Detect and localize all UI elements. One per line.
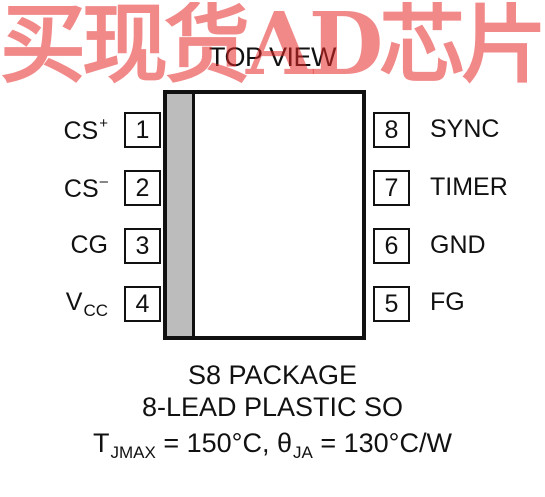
pin-label-cs-minus: CS– — [63, 173, 108, 203]
pin-box-6: 6 — [373, 228, 410, 264]
pin-box-1: 1 — [124, 112, 161, 148]
thermal-spec: TJMAX = 150°C, θJA = 130°C/W — [93, 428, 452, 462]
pin-number-5: 5 — [384, 289, 399, 318]
pin-box-3: 3 — [124, 228, 161, 264]
pin-label-timer: TIMER — [430, 173, 508, 201]
pin-label-gnd: GND — [430, 231, 486, 259]
pin-box-5: 5 — [373, 286, 410, 322]
pin-label-sync: SYNC — [430, 115, 500, 143]
pin1-indicator-stripe — [167, 94, 195, 336]
ic-package-body — [163, 90, 366, 340]
pin-number-4: 4 — [135, 289, 150, 318]
pin-label-vcc: VCC — [65, 288, 108, 320]
pin-number-8: 8 — [384, 115, 399, 144]
diagram-title: TOP VIEW — [208, 42, 337, 72]
pin-label-fg: FG — [430, 288, 465, 316]
pin-box-2: 2 — [124, 170, 161, 206]
pin-number-1: 1 — [135, 115, 150, 144]
pin-number-7: 7 — [384, 173, 399, 202]
pin-number-6: 6 — [384, 231, 399, 260]
pin-number-2: 2 — [135, 173, 150, 202]
pin-box-7: 7 — [373, 170, 410, 206]
pin-box-4: 4 — [124, 286, 161, 322]
pin-number-3: 3 — [135, 231, 150, 260]
package-name: S8 PACKAGE — [187, 360, 358, 390]
pin-label-cg: CG — [70, 231, 109, 259]
package-description: 8-LEAD PLASTIC SO — [141, 392, 404, 422]
pin-label-cs-plus: CS+ — [63, 115, 109, 145]
pin-box-8: 8 — [373, 112, 410, 148]
